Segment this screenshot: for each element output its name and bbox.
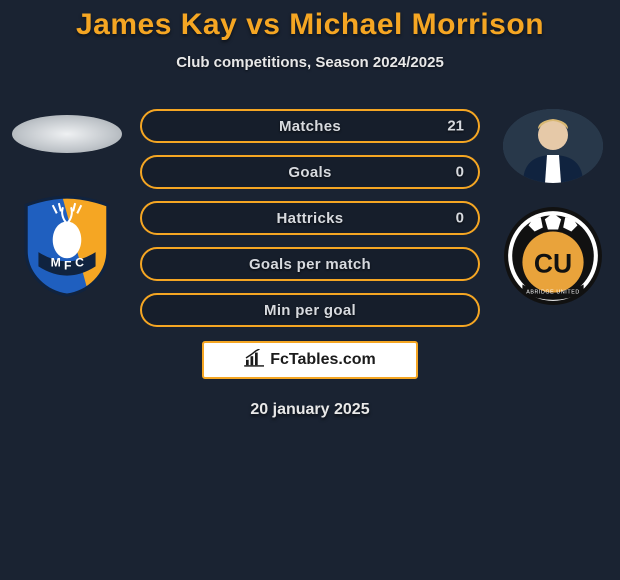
main-row: M F C Matches 21 Goals 0 bbox=[0, 109, 620, 327]
stat-row-goals: Goals 0 bbox=[140, 155, 480, 189]
stat-label: Min per goal bbox=[264, 302, 356, 319]
svg-text:M: M bbox=[51, 255, 61, 269]
stat-label: Matches bbox=[279, 118, 341, 135]
stats-column: Matches 21 Goals 0 Hattricks 0 Goals per… bbox=[140, 109, 480, 327]
stat-label: Goals bbox=[288, 164, 331, 181]
svg-text:ABRIDGE UNITED: ABRIDGE UNITED bbox=[526, 290, 580, 296]
stat-row-matches: Matches 21 bbox=[140, 109, 480, 143]
date-line: 20 january 2025 bbox=[0, 401, 620, 419]
left-player-column: M F C bbox=[12, 109, 122, 297]
stat-label: Hattricks bbox=[277, 210, 344, 227]
stat-row-min-per-goal: Min per goal bbox=[140, 293, 480, 327]
stat-row-goals-per-match: Goals per match bbox=[140, 247, 480, 281]
left-player-photo bbox=[12, 115, 122, 153]
chart-icon bbox=[244, 349, 266, 372]
right-player-column: CU ABRIDGE UNITED bbox=[498, 109, 608, 307]
brand-box[interactable]: FcTables.com bbox=[202, 341, 418, 379]
comparison-card: James Kay vs Michael Morrison Club compe… bbox=[0, 0, 620, 580]
right-player-photo bbox=[503, 109, 603, 183]
svg-text:C: C bbox=[75, 255, 84, 269]
svg-text:CU: CU bbox=[534, 248, 572, 278]
stat-right-value: 21 bbox=[447, 118, 464, 135]
stat-right-value: 0 bbox=[456, 164, 464, 181]
stat-right-value: 0 bbox=[456, 210, 464, 227]
stat-label: Goals per match bbox=[249, 256, 371, 273]
right-club-badge: CU ABRIDGE UNITED bbox=[502, 205, 604, 307]
page-title: James Kay vs Michael Morrison bbox=[0, 8, 620, 42]
brand-text: FcTables.com bbox=[270, 351, 376, 369]
stat-row-hattricks: Hattricks 0 bbox=[140, 201, 480, 235]
subtitle: Club competitions, Season 2024/2025 bbox=[0, 54, 620, 71]
svg-text:F: F bbox=[64, 258, 72, 272]
left-club-badge: M F C bbox=[16, 195, 118, 297]
